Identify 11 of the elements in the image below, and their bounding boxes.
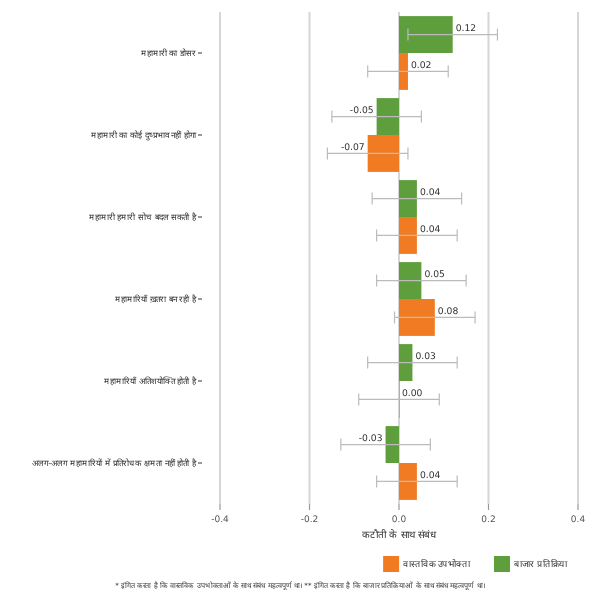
bar [399, 463, 417, 500]
bar [399, 217, 417, 254]
bar [399, 344, 413, 381]
bar [399, 180, 417, 217]
bar [376, 98, 399, 135]
bar [399, 53, 408, 90]
bar [399, 16, 453, 53]
bar [367, 135, 399, 172]
bar [385, 426, 399, 463]
bar [399, 262, 422, 299]
bar [399, 299, 435, 336]
